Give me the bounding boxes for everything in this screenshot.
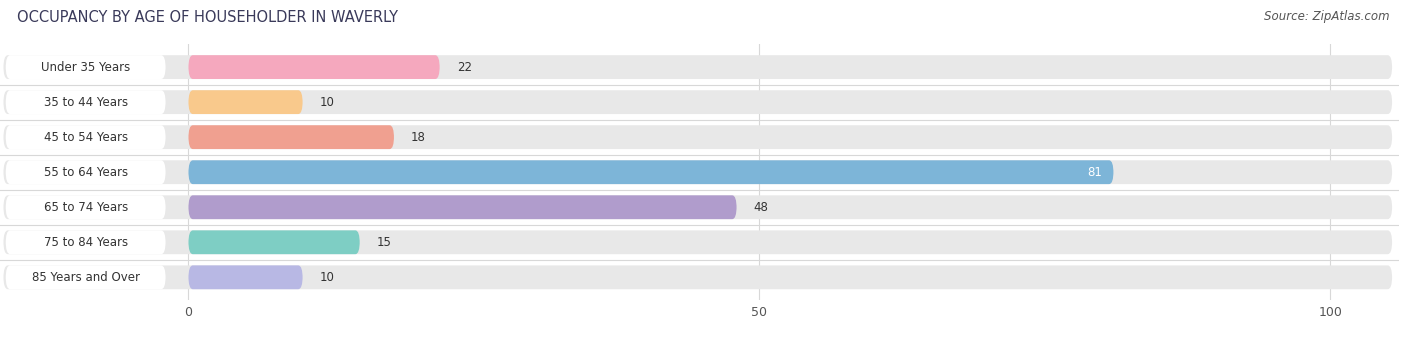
Text: 75 to 84 Years: 75 to 84 Years — [44, 236, 128, 249]
Text: 45 to 54 Years: 45 to 54 Years — [44, 131, 128, 144]
FancyBboxPatch shape — [188, 125, 394, 149]
FancyBboxPatch shape — [3, 160, 1392, 184]
Text: 10: 10 — [319, 271, 335, 284]
FancyBboxPatch shape — [188, 55, 440, 79]
FancyBboxPatch shape — [3, 55, 1392, 79]
FancyBboxPatch shape — [188, 90, 302, 114]
FancyBboxPatch shape — [6, 55, 166, 79]
FancyBboxPatch shape — [6, 125, 166, 149]
FancyBboxPatch shape — [188, 160, 1114, 184]
FancyBboxPatch shape — [3, 265, 1392, 289]
FancyBboxPatch shape — [6, 265, 166, 289]
Text: 10: 10 — [319, 95, 335, 109]
Text: 35 to 44 Years: 35 to 44 Years — [44, 95, 128, 109]
Text: 15: 15 — [377, 236, 392, 249]
FancyBboxPatch shape — [188, 195, 737, 219]
FancyBboxPatch shape — [3, 90, 1392, 114]
Text: Source: ZipAtlas.com: Source: ZipAtlas.com — [1264, 10, 1389, 23]
Text: 55 to 64 Years: 55 to 64 Years — [44, 166, 128, 179]
Text: 85 Years and Over: 85 Years and Over — [32, 271, 139, 284]
FancyBboxPatch shape — [188, 231, 360, 254]
FancyBboxPatch shape — [3, 231, 1392, 254]
Text: 81: 81 — [1087, 166, 1102, 179]
FancyBboxPatch shape — [3, 125, 1392, 149]
Text: 18: 18 — [411, 131, 426, 144]
Text: 22: 22 — [457, 61, 472, 74]
FancyBboxPatch shape — [6, 195, 166, 219]
Text: OCCUPANCY BY AGE OF HOUSEHOLDER IN WAVERLY: OCCUPANCY BY AGE OF HOUSEHOLDER IN WAVER… — [17, 10, 398, 25]
FancyBboxPatch shape — [6, 231, 166, 254]
FancyBboxPatch shape — [6, 90, 166, 114]
FancyBboxPatch shape — [3, 195, 1392, 219]
Text: 65 to 74 Years: 65 to 74 Years — [44, 201, 128, 214]
Text: 48: 48 — [754, 201, 769, 214]
FancyBboxPatch shape — [6, 160, 166, 184]
FancyBboxPatch shape — [188, 265, 302, 289]
Text: Under 35 Years: Under 35 Years — [41, 61, 131, 74]
